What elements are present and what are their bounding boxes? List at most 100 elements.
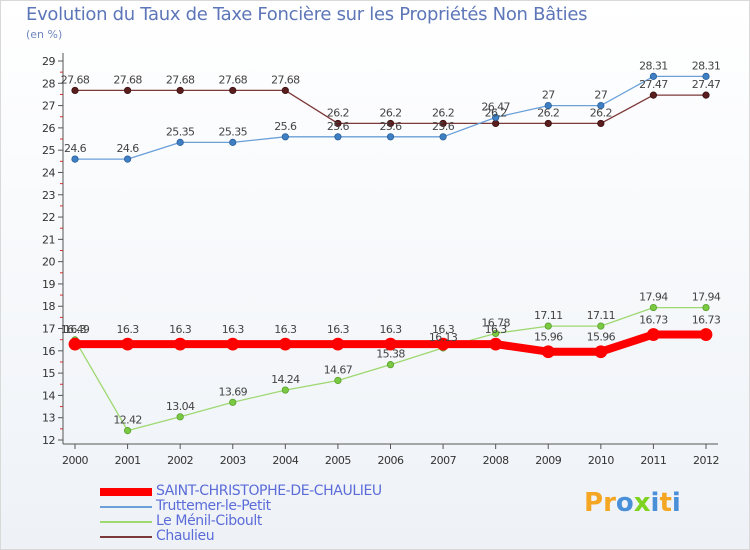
y-tick-label: 28	[42, 77, 55, 90]
chart-title: Evolution du Taux de Taxe Foncière sur l…	[26, 4, 588, 25]
y-tick-label: 27	[42, 100, 55, 113]
data-label-3: 26.2	[590, 106, 612, 119]
data-label-0: 16.3	[379, 323, 402, 336]
y-tick-label: 14	[42, 389, 55, 402]
x-tick-label: 2006	[378, 454, 404, 467]
y-tick-label: 23	[42, 189, 55, 202]
data-label-3: 26.2	[537, 106, 559, 119]
data-point-3	[492, 119, 500, 128]
x-tick-label: 2012	[693, 454, 719, 467]
data-label-0: 16.3	[274, 323, 297, 336]
data-point-0	[278, 337, 292, 351]
data-label-2: 16.13	[429, 331, 458, 344]
data-label-0: 16.3	[169, 323, 192, 336]
data-point-3	[544, 119, 552, 128]
y-tick-label: 19	[42, 278, 55, 291]
y-tick-label: 25	[42, 144, 55, 157]
data-label-1: 25.6	[432, 120, 455, 133]
data-point-3	[71, 86, 79, 95]
x-tick-label: 2010	[588, 454, 614, 467]
data-label-1: 27	[542, 89, 555, 102]
data-point-0	[489, 337, 503, 351]
logo-letter: i	[650, 488, 660, 518]
data-point-1	[176, 138, 184, 146]
y-tick-label: 15	[42, 367, 55, 380]
x-tick-label: 2008	[483, 454, 509, 467]
data-label-1: 25.35	[219, 125, 248, 138]
data-label-1: 28.31	[692, 59, 721, 72]
y-tick-label: 24	[42, 166, 55, 179]
data-point-0	[384, 337, 397, 351]
data-point-2	[386, 361, 395, 369]
data-label-3: 27.68	[113, 73, 142, 86]
data-label-2: 16.49	[61, 323, 90, 336]
y-tick-label: 16	[42, 345, 55, 358]
data-label-3: 26.2	[379, 106, 401, 119]
data-label-3: 27.68	[271, 73, 300, 86]
legend-label: Chaulieu	[156, 528, 215, 544]
data-label-2: 15.38	[376, 348, 405, 361]
data-point-0	[436, 337, 450, 351]
data-point-3	[702, 91, 710, 99]
data-label-2: 13.04	[166, 400, 195, 413]
y-tick-label: 12	[42, 434, 55, 447]
x-tick-label: 2002	[167, 454, 193, 467]
data-point-2	[702, 303, 710, 312]
data-point-3	[229, 86, 237, 95]
data-point-0	[594, 345, 608, 359]
data-point-0	[647, 328, 660, 341]
data-point-0	[68, 337, 82, 351]
data-point-1	[702, 72, 710, 80]
data-point-2	[649, 303, 658, 312]
data-point-0	[226, 337, 240, 351]
logo-letter: i	[671, 488, 681, 518]
data-point-3	[334, 119, 342, 128]
data-point-1	[229, 138, 237, 146]
logo-letter: r	[603, 488, 616, 518]
y-tick-label: 22	[42, 211, 55, 224]
y-tick-label: 18	[42, 300, 55, 313]
data-label-2: 17.11	[587, 309, 616, 322]
data-point-1	[492, 113, 500, 122]
data-label-0: 16.3	[327, 323, 350, 336]
data-label-3: 27.68	[166, 73, 195, 86]
logo-letter: o	[615, 488, 634, 518]
proxiti-logo: Proxiti	[584, 488, 681, 518]
data-label-2: 17.94	[639, 291, 668, 304]
data-point-3	[176, 86, 184, 95]
data-label-2: 17.94	[692, 291, 721, 304]
data-label-3: 27.68	[219, 73, 248, 86]
data-label-0: 16.3	[485, 323, 508, 336]
logo-letter: x	[633, 488, 651, 518]
data-label-2: 17.11	[534, 309, 563, 322]
data-point-0	[541, 345, 555, 359]
data-point-1	[281, 133, 289, 141]
y-tick-label: 21	[42, 233, 55, 246]
data-point-2	[176, 413, 184, 421]
data-label-0: 16.73	[639, 314, 668, 327]
x-tick-label: 2005	[325, 454, 351, 467]
x-tick-label: 2011	[640, 454, 666, 467]
data-label-1: 25.6	[379, 120, 402, 133]
data-point-2	[334, 376, 342, 385]
data-point-2	[597, 322, 605, 330]
y-tick-label: 29	[42, 55, 55, 68]
data-label-0: 16.3	[117, 323, 140, 336]
x-tick-label: 2004	[272, 454, 298, 467]
data-label-2: 12.42	[113, 414, 142, 427]
y-tick-label: 20	[42, 256, 55, 269]
data-label-1: 26.47	[481, 100, 510, 113]
data-point-2	[123, 427, 132, 435]
legend-label: Le Ménil-Ciboult	[156, 513, 262, 529]
logo-letter: P	[584, 488, 604, 518]
data-point-3	[439, 119, 447, 128]
data-point-0	[331, 337, 345, 351]
x-tick-label: 2003	[220, 454, 246, 467]
data-label-2: 14.67	[324, 363, 353, 376]
data-label-2: 16.78	[481, 316, 510, 329]
x-tick-label: 2000	[62, 454, 88, 467]
y-axis-unit-label: (en %)	[26, 28, 63, 41]
data-point-1	[386, 133, 395, 141]
data-label-0: 16.3	[222, 323, 245, 336]
legend-label: SAINT-CHRISTOPHE-DE-CHAULIEU	[156, 483, 382, 499]
